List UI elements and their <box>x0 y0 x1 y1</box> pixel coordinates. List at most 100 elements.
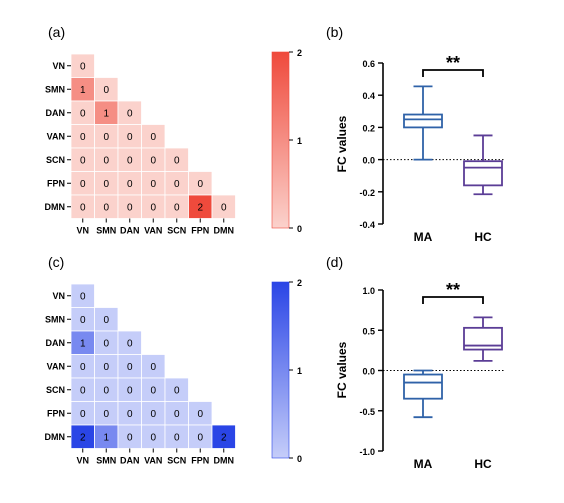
cell-value: 1 <box>80 338 86 349</box>
cell-value: 0 <box>150 432 156 443</box>
col-label: DAN <box>120 226 140 236</box>
col-label: FPN <box>191 226 209 236</box>
cell-value: 0 <box>80 155 86 166</box>
row-label: VN <box>52 291 65 301</box>
col-label: VN <box>76 456 89 466</box>
cell-value: 0 <box>103 132 109 143</box>
cell-value: 0 <box>174 409 180 420</box>
col-label: SMN <box>96 456 116 466</box>
row-label: DMN <box>45 432 66 442</box>
cell-value: 0 <box>80 291 86 302</box>
cell-value: 0 <box>197 409 203 420</box>
cell-value: 0 <box>80 179 86 190</box>
cell-value: 0 <box>103 85 109 96</box>
cell-value: 2 <box>197 202 203 213</box>
cell-value: 0 <box>103 338 109 349</box>
cell-value: 0 <box>174 155 180 166</box>
box <box>403 373 443 400</box>
cell-value: 0 <box>103 385 109 396</box>
box <box>463 326 503 351</box>
cell-value: 0 <box>80 108 86 119</box>
col-label: SCN <box>167 456 186 466</box>
row-label: SMN <box>45 84 65 94</box>
box <box>403 113 443 129</box>
cell-value: 0 <box>174 202 180 213</box>
cell-value: 0 <box>127 362 133 373</box>
cell-value: 0 <box>150 385 156 396</box>
colorbar-c-bar <box>271 281 290 459</box>
row-label: VAN <box>47 361 65 371</box>
group-label: HC <box>474 457 492 471</box>
col-label: DMN <box>214 456 235 466</box>
cell-value: 0 <box>80 202 86 213</box>
col-label: SMN <box>96 226 116 236</box>
cell-value: 0 <box>150 409 156 420</box>
boxplot-d: 1.0 0.5 0.0 -0.5 -1.0 MA HC ** <box>359 280 505 471</box>
col-label: VN <box>76 226 89 236</box>
group-label: MA <box>414 457 433 471</box>
colorbar-c: 0 1 2 <box>271 278 302 464</box>
cell-value: 0 <box>150 155 156 166</box>
significance-bracket <box>422 296 484 304</box>
cell-value: 0 <box>127 108 133 119</box>
colorbar-tick-label: 2 <box>297 278 302 288</box>
y-tick-label: 1.0 <box>362 286 375 296</box>
cell-value: 0 <box>80 61 86 72</box>
col-label: DMN <box>214 226 235 236</box>
row-label: DMN <box>45 202 66 212</box>
significance-marker: ** <box>446 280 460 300</box>
significance-marker: ** <box>446 53 460 73</box>
y-tick-label: 0.4 <box>362 91 375 101</box>
y-tick-label: 0.0 <box>362 367 375 377</box>
panel-label-c: (c) <box>48 254 64 270</box>
cell-value: 0 <box>150 362 156 373</box>
cell-value: 0 <box>197 432 203 443</box>
ylabel-b: FC values <box>335 115 349 172</box>
cell-value: 0 <box>103 179 109 190</box>
cell-value: 0 <box>127 132 133 143</box>
row-label: SCN <box>46 155 65 165</box>
y-tick-label: 0.2 <box>362 123 375 133</box>
panel-label-a: (a) <box>48 24 65 40</box>
colorbar-a: 0 1 2 <box>271 48 302 234</box>
y-tick-label: -1.0 <box>359 447 375 457</box>
col-label: VAN <box>144 456 162 466</box>
colorbar-tick-label: 1 <box>297 366 302 376</box>
heatmap-a: 0 VN 1 0 SMN 0 1 0 DAN 0 0 0 0 VAN 0 0 0 0 0 SCN 0 0 0 0 0 0 FPN 0 0… <box>45 53 236 236</box>
cell-value: 0 <box>174 179 180 190</box>
cell-value: 0 <box>127 202 133 213</box>
col-label: FPN <box>191 456 209 466</box>
significance-bracket <box>422 69 484 77</box>
cell-value: 0 <box>127 385 133 396</box>
cell-value: 0 <box>80 409 86 420</box>
cell-value: 0 <box>103 155 109 166</box>
cell-value: 0 <box>150 179 156 190</box>
cell-value: 0 <box>80 385 86 396</box>
colorbar-a-bar <box>271 51 290 229</box>
box <box>463 160 503 187</box>
group-label: HC <box>474 230 492 244</box>
col-label: SCN <box>167 226 186 236</box>
panel-label-b: (b) <box>326 24 343 40</box>
cell-value: 0 <box>103 202 109 213</box>
group-label: MA <box>414 230 433 244</box>
y-tick-label: 0.5 <box>362 326 375 336</box>
y-tick-label: 0.6 <box>362 59 375 69</box>
cell-value: 0 <box>103 409 109 420</box>
cell-value: 0 <box>127 409 133 420</box>
cell-value: 1 <box>80 85 86 96</box>
cell-value: 0 <box>80 315 86 326</box>
cell-value: 0 <box>150 132 156 143</box>
row-label: VN <box>52 61 65 71</box>
cell-value: 1 <box>103 108 109 119</box>
row-label: DAN <box>46 338 66 348</box>
y-tick-label: 0.0 <box>362 156 375 166</box>
cell-value: 0 <box>174 432 180 443</box>
cell-value: 0 <box>103 315 109 326</box>
row-label: FPN <box>47 408 65 418</box>
cell-value: 0 <box>197 179 203 190</box>
row-label: SMN <box>45 314 65 324</box>
cell-value: 2 <box>80 432 86 443</box>
col-label: VAN <box>144 226 162 236</box>
col-label: DAN <box>120 456 140 466</box>
